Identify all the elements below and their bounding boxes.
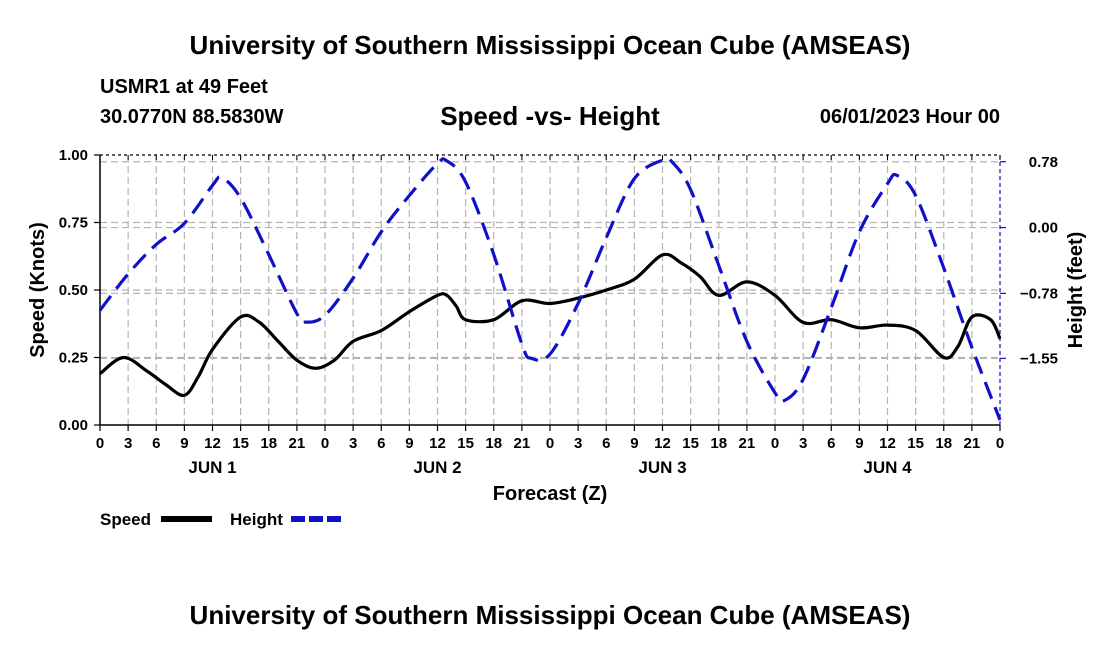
x-tick-label: 9 bbox=[405, 435, 413, 452]
day-label: JUN 2 bbox=[413, 458, 461, 477]
legend-label-speed: Speed bbox=[100, 510, 151, 529]
day-label: JUN 4 bbox=[863, 458, 912, 477]
y2-tick-label: 0.00 bbox=[1029, 220, 1058, 237]
x-tick-label: 12 bbox=[204, 435, 221, 452]
station-label: USMR1 at 49 Feet bbox=[100, 76, 268, 98]
speed-series-line bbox=[99, 252, 1002, 398]
x-tick-label: 0 bbox=[96, 435, 104, 452]
x-tick-label: 0 bbox=[996, 435, 1004, 452]
x-tick-label: 3 bbox=[574, 435, 582, 452]
chart-title: Speed -vs- Height bbox=[440, 101, 660, 131]
day-label: JUN 1 bbox=[188, 458, 236, 477]
x-tick-label: 12 bbox=[879, 435, 896, 452]
x-tick-label: 15 bbox=[682, 435, 699, 452]
y-tick-label: 1.00 bbox=[59, 147, 88, 164]
x-tick-label: 6 bbox=[827, 435, 835, 452]
y-axis-title: Speed (Knots) bbox=[27, 222, 49, 358]
x-tick-label: 12 bbox=[654, 435, 671, 452]
y2-axis-title: Height (feet) bbox=[1065, 232, 1087, 349]
x-tick-label: 6 bbox=[602, 435, 610, 452]
legend-label-height: Height bbox=[230, 510, 283, 529]
x-tick-label: 21 bbox=[964, 435, 981, 452]
x-tick-label: 18 bbox=[260, 435, 277, 452]
x-tick-label: 6 bbox=[152, 435, 160, 452]
x-tick-label: 9 bbox=[855, 435, 863, 452]
y2-tick-label: −0.78 bbox=[1020, 285, 1058, 302]
x-tick-label: 9 bbox=[630, 435, 638, 452]
coordinates-label: 30.0770N 88.5830W bbox=[100, 106, 284, 128]
forecast-date: 06/01/2023 Hour 00 bbox=[819, 106, 1000, 128]
x-tick-label: 21 bbox=[514, 435, 531, 452]
y-tick-label: 0.50 bbox=[59, 282, 88, 299]
y2-tick-label: 0.78 bbox=[1029, 154, 1058, 171]
x-tick-label: 18 bbox=[710, 435, 727, 452]
x-tick-label: 0 bbox=[321, 435, 329, 452]
x-tick-label: 0 bbox=[771, 435, 779, 452]
x-tick-label: 21 bbox=[289, 435, 306, 452]
page-title: University of Southern Mississippi Ocean… bbox=[189, 30, 911, 60]
y-tick-label: 0.00 bbox=[59, 417, 88, 434]
x-tick-label: 3 bbox=[124, 435, 132, 452]
footer-title: University of Southern Mississippi Ocean… bbox=[189, 600, 911, 630]
height-series-line bbox=[98, 156, 1002, 421]
y2-tick-label: −1.55 bbox=[1020, 350, 1058, 367]
x-tick-label: 3 bbox=[349, 435, 357, 452]
x-tick-label: 6 bbox=[377, 435, 385, 452]
x-tick-label: 18 bbox=[485, 435, 502, 452]
y-tick-label: 0.75 bbox=[59, 215, 88, 232]
x-tick-label: 18 bbox=[935, 435, 952, 452]
x-tick-label: 3 bbox=[799, 435, 807, 452]
x-tick-label: 12 bbox=[429, 435, 446, 452]
y-tick-label: 0.25 bbox=[59, 350, 88, 367]
day-label: JUN 3 bbox=[638, 458, 686, 477]
x-tick-label: 15 bbox=[457, 435, 474, 452]
x-tick-label: 15 bbox=[907, 435, 924, 452]
x-tick-label: 21 bbox=[739, 435, 756, 452]
x-tick-label: 9 bbox=[180, 435, 188, 452]
x-axis-title: Forecast (Z) bbox=[493, 483, 607, 505]
x-tick-label: 0 bbox=[546, 435, 554, 452]
x-tick-label: 15 bbox=[232, 435, 249, 452]
